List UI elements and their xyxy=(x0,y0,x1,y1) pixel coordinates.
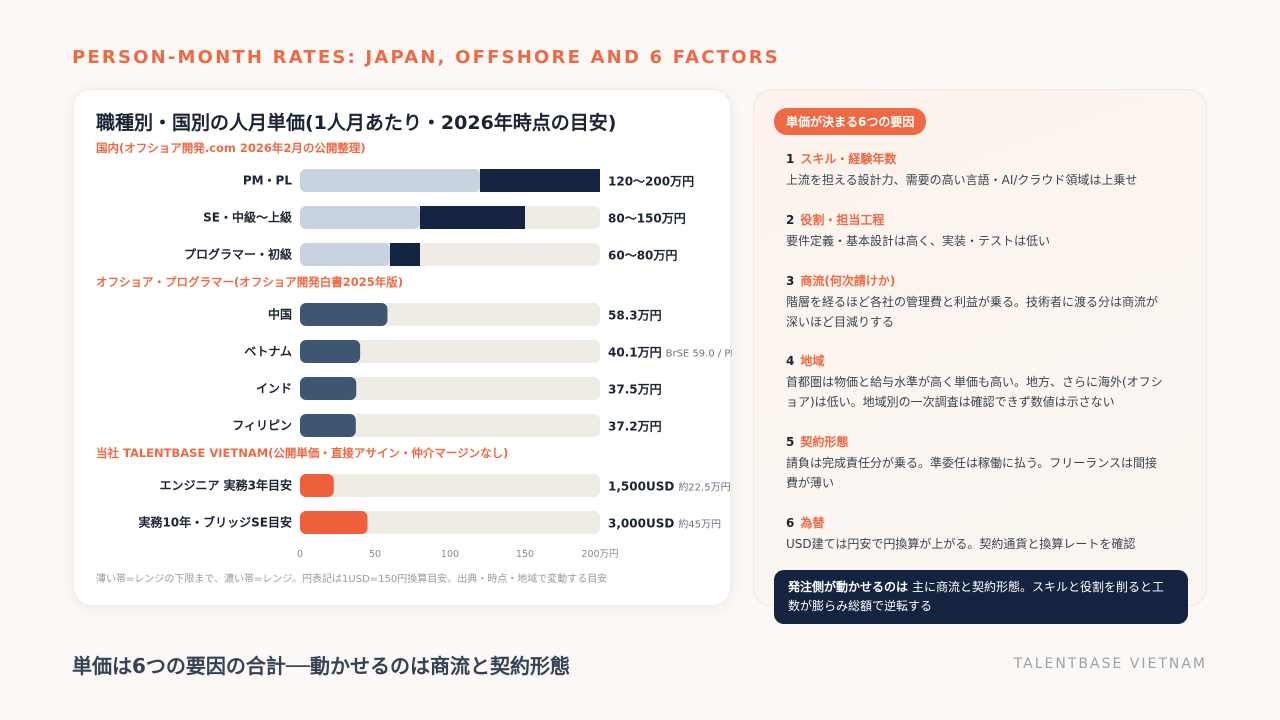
bar-track xyxy=(300,511,600,534)
bar-range xyxy=(480,169,600,192)
x-tick-label: 100 xyxy=(441,549,459,560)
factor-title-text: スキル・経験年数 xyxy=(800,152,897,166)
factor-title-text: 為替 xyxy=(800,516,825,530)
factor-title-text: 役割・担当工程 xyxy=(800,213,885,227)
factor-item: 1 スキル・経験年数 上流を担える設計力、需要の高い言語・AI/クラウド領域は上乗… xyxy=(786,150,1166,190)
value-label: 1,500USD 約22.5万円 xyxy=(608,480,731,494)
factor-desc: 上流を担える設計力、需要の高い言語・AI/クラウド領域は上乗せ xyxy=(786,173,1138,187)
factor-title: 6 為替 xyxy=(786,514,1166,531)
factor-number: 5 xyxy=(786,435,795,449)
value-label: 80〜150万円 xyxy=(608,212,686,226)
factor-desc: 要件定義・基本設計は高く、実装・テストは低い xyxy=(786,234,1051,248)
factor-item: 6 為替 USD建ては円安で円換算が上がる。契約通貨と換算レートを確認 xyxy=(786,514,1166,554)
bar-value xyxy=(300,474,334,497)
value-sublabel: 約22.5万円 xyxy=(678,481,730,494)
factor-title: 4 地域 xyxy=(786,352,1166,369)
value-label: 37.2万円 xyxy=(608,420,662,434)
chart-footnote: 薄い帯=レンジの下限まで、濃い帯=レンジ。円表記は1USD=150円換算目安。出… xyxy=(96,574,608,585)
bar-range-lower xyxy=(300,243,390,266)
factor-title-text: 商流(何次請けか) xyxy=(800,274,896,288)
factor-title: 5 契約形態 xyxy=(786,433,1166,450)
factor-title: 1 スキル・経験年数 xyxy=(786,150,1166,167)
bar-range xyxy=(390,243,420,266)
category-label: 中国 xyxy=(268,307,292,322)
factor-item: 5 契約形態 請負は完成責任分が乗る。準委任は稼働に払う。フリーランスは間接費が薄… xyxy=(786,433,1166,493)
value-label: 60〜80万円 xyxy=(608,249,677,263)
bar-value xyxy=(300,340,361,363)
bar-track xyxy=(300,414,600,437)
factors-card: 単価が決まる6つの要因 1 スキル・経験年数 上流を担える設計力、需要の高い言語・… xyxy=(753,89,1207,624)
bar-value xyxy=(300,377,357,400)
category-label: 実務10年・ブリッジSE目安 xyxy=(138,515,292,530)
bar-range-lower xyxy=(300,169,480,192)
value-label: 37.5万円 xyxy=(608,383,662,397)
factor-item: 3 商流(何次請けか) 階層を経るほど各社の管理費と利益が乗る。技術者に渡る分は商… xyxy=(786,272,1166,332)
group-label: オフショア・プログラマー(オフショア開発白書2025年版) xyxy=(96,275,403,289)
eyebrow-title: PERSON-MONTH RATES: JAPAN, OFFSHORE AND … xyxy=(72,47,780,68)
category-label: PM・PL xyxy=(243,174,293,188)
bar-range-lower xyxy=(300,206,420,229)
category-label: ベトナム xyxy=(244,345,292,359)
bar-value xyxy=(300,511,368,534)
category-label: SE・中級〜上級 xyxy=(203,210,292,225)
x-tick-label: 200万円 xyxy=(581,549,618,560)
factor-desc: 首都圏は物価と給与水準が高く単価も高い。地方、さらに海外(オフショア)は低い。地… xyxy=(786,375,1163,409)
chart-card: 国内(オフショア開発.com 2026年2月の公開整理) PM・PL 120〜200… xyxy=(73,89,732,606)
bar-range xyxy=(420,206,525,229)
group-label: 国内(オフショア開発.com 2026年2月の公開整理) xyxy=(96,141,366,155)
brand-name: TALENTBASE VIETNAM xyxy=(1013,656,1207,672)
factor-number: 1 xyxy=(786,152,795,166)
category-label: インド xyxy=(256,382,292,396)
value-label: 3,000USD 約45万円 xyxy=(608,517,721,531)
x-tick-label: 50 xyxy=(369,549,381,560)
factor-title: 2 役割・担当工程 xyxy=(786,211,1166,228)
x-tick-label: 0 xyxy=(297,549,303,560)
category-label: エンジニア 実務3年目安 xyxy=(159,478,292,493)
value-label: 58.3万円 xyxy=(608,309,662,323)
factor-number: 2 xyxy=(786,213,795,227)
factor-number: 6 xyxy=(786,516,795,530)
bottom-title: 単価は6つの要因の合計──動かせるのは商流と契約形態 xyxy=(72,654,570,678)
factor-desc: 階層を経るほど各社の管理費と利益が乗る。技術者に渡る分は商流が深いほど目減りする xyxy=(786,295,1159,329)
category-label: プログラマー・初級 xyxy=(184,247,292,262)
callout-strong: 発注側が動かせるのは xyxy=(788,580,909,594)
rate-bar-chart: 国内(オフショア開発.com 2026年2月の公開整理) PM・PL 120〜200… xyxy=(96,141,732,560)
bar-track xyxy=(300,474,600,497)
factor-title: 3 商流(何次請けか) xyxy=(786,272,1166,289)
group-label: 当社 TALENTBASE VIETNAM(公開単価・直接アサイン・仲介マージン… xyxy=(96,446,508,460)
bar-track xyxy=(300,340,600,363)
factor-number: 4 xyxy=(786,354,795,368)
factor-number: 3 xyxy=(786,274,795,288)
factor-desc: USD建ては円安で円換算が上がる。契約通貨と換算レートを確認 xyxy=(786,537,1136,551)
factors-pill: 単価が決まる6つの要因 xyxy=(774,108,927,135)
callout-box: 発注側が動かせるのは 主に商流と契約形態。スキルと役割を削ると工数が膨らみ総額で逆… xyxy=(774,570,1188,624)
factor-item: 4 地域 首都圏は物価と給与水準が高く単価も高い。地方、さらに海外(オフショア)は… xyxy=(786,352,1166,412)
factor-item: 2 役割・担当工程 要件定義・基本設計は高く、実装・テストは低い xyxy=(786,211,1166,251)
value-label: 120〜200万円 xyxy=(608,175,694,189)
value-sublabel: 約45万円 xyxy=(678,518,721,531)
bar-range-cap xyxy=(594,169,600,192)
factor-title-text: 契約形態 xyxy=(800,435,849,449)
chart-title: 職種別・国別の人月単価(1人月あたり・2026年時点の目安) xyxy=(96,112,617,134)
value-sublabel: BrSE 59.0 / PM 71.4 xyxy=(666,349,732,360)
bar-value xyxy=(300,414,356,437)
bar-value xyxy=(300,303,388,326)
category-label: フィリピン xyxy=(232,419,292,433)
factor-title-text: 地域 xyxy=(800,354,825,368)
factor-desc: 請負は完成責任分が乗る。準委任は稼働に払う。フリーランスは間接費が薄い xyxy=(786,456,1158,490)
callout-text: 主に商流と契約形態。スキルと役割を削ると工数が膨らみ総額で逆転する xyxy=(788,580,1165,613)
x-tick-label: 150 xyxy=(516,549,534,560)
bar-track xyxy=(300,377,600,400)
